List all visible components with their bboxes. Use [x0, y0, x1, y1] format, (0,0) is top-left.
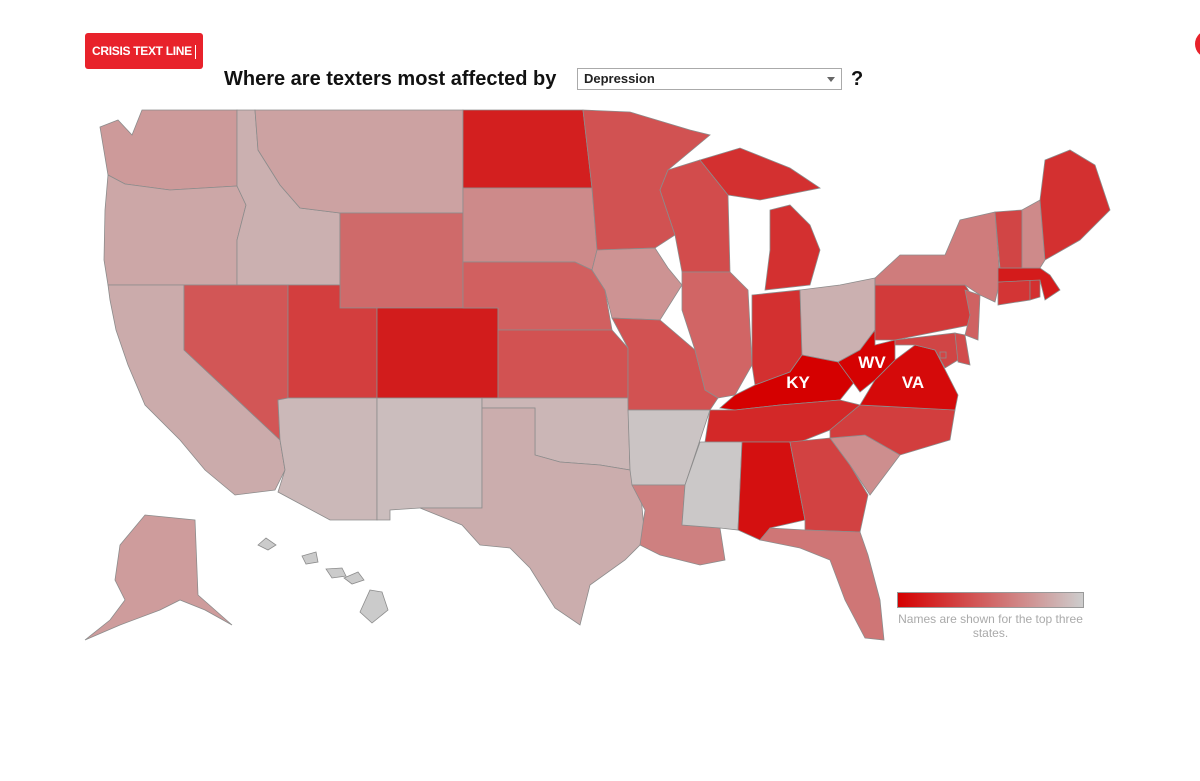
legend-note: Names are shown for the top three states… — [898, 612, 1083, 640]
state-TX[interactable] — [419, 407, 646, 626]
state-SD[interactable] — [462, 187, 598, 271]
state-RI[interactable] — [1029, 279, 1041, 301]
state-ND[interactable] — [462, 109, 593, 189]
logo-text: CRISIS TEXT LINE — [92, 44, 192, 58]
state-FL[interactable] — [759, 527, 885, 641]
state-AZ[interactable] — [277, 397, 378, 521]
state-WA[interactable] — [99, 109, 238, 191]
state-MI[interactable] — [699, 147, 822, 291]
state-DE[interactable] — [954, 332, 971, 366]
state-KS[interactable] — [497, 329, 629, 399]
issue-dropdown-value: Depression — [584, 71, 655, 86]
question-heading: Where are texters most affected by — [224, 68, 557, 90]
state-IL[interactable] — [681, 271, 753, 399]
state-VT[interactable] — [994, 209, 1023, 269]
state-HI[interactable] — [257, 537, 389, 624]
state-CO[interactable] — [376, 307, 499, 399]
question-mark: ? — [851, 68, 864, 90]
state-label-WV: WV — [858, 353, 886, 372]
state-label-VA: VA — [902, 373, 924, 392]
state-PA[interactable] — [874, 284, 976, 341]
state-CT[interactable] — [997, 279, 1031, 306]
state-WY[interactable] — [339, 212, 464, 309]
state-NM[interactable] — [376, 397, 483, 521]
state-ME[interactable] — [1039, 149, 1111, 261]
state-DC[interactable] — [939, 351, 947, 359]
partial-circle-icon[interactable] — [1195, 30, 1200, 58]
crisis-text-line-logo[interactable]: CRISIS TEXT LINE — [85, 33, 203, 69]
issue-dropdown[interactable]: Depression — [577, 68, 842, 90]
color-scale-legend — [897, 592, 1084, 608]
state-label-KY: KY — [786, 373, 810, 392]
state-AK[interactable] — [84, 514, 233, 641]
state-NJ[interactable] — [964, 289, 981, 341]
state-NH[interactable] — [1021, 199, 1046, 269]
state-MA[interactable] — [997, 267, 1061, 301]
state-OR[interactable] — [103, 174, 247, 286]
logo-divider — [194, 44, 196, 59]
caret-down-icon — [827, 77, 835, 82]
